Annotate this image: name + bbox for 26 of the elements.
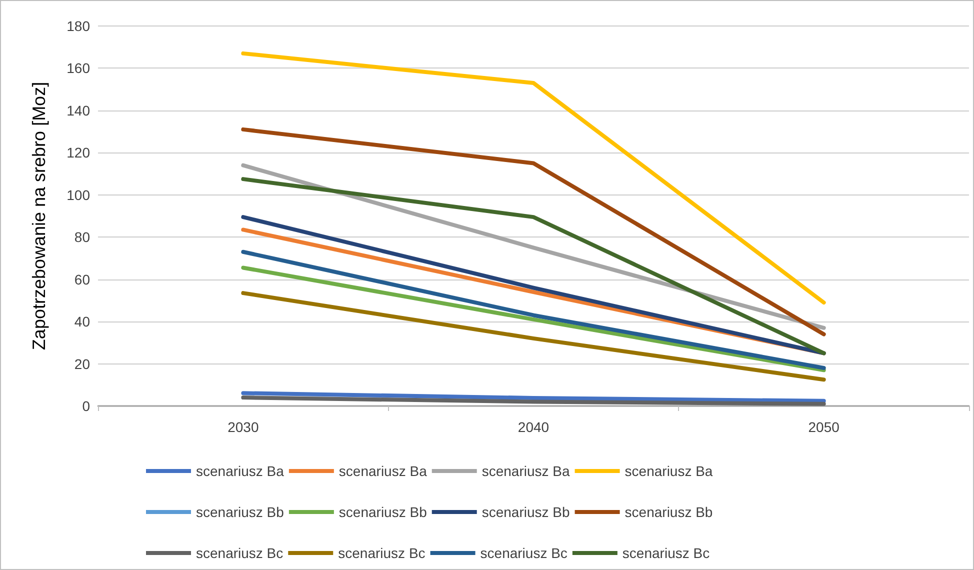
y-tick-label: 0 [82, 398, 90, 414]
legend-label: scenariusz Bb [482, 504, 570, 520]
legend-label: scenariusz Ba [196, 463, 284, 479]
y-tick-label: 140 [66, 102, 90, 118]
x-tick-label: 2040 [518, 419, 550, 435]
legend-label: scenariusz Bc [480, 545, 568, 561]
legend-label: scenariusz Bb [338, 504, 428, 520]
legend-label: scenariusz Ba [482, 463, 570, 479]
legend-label: scenariusz Bc [622, 545, 710, 561]
legend-label: scenariusz Ba [338, 463, 428, 479]
y-axis-title: Zapotrzebowanie na srebro [Moz] [29, 82, 49, 350]
legend-label: scenariusz Ba [624, 463, 713, 479]
y-tick-label: 20 [74, 356, 90, 372]
legend-label: scenariusz Bc [196, 545, 284, 561]
y-tick-label: 40 [74, 314, 90, 330]
x-tick-label: 2030 [228, 419, 259, 435]
y-tick-label: 180 [66, 18, 90, 34]
y-tick-label: 160 [66, 60, 90, 76]
legend-label: scenariusz Bb [196, 504, 284, 520]
x-tick-label: 2050 [808, 419, 840, 435]
y-tick-label: 100 [66, 186, 90, 203]
legend-label: scenariusz Bb [624, 504, 713, 520]
y-tick-label: 120 [66, 144, 90, 161]
y-tick-label: 80 [74, 229, 90, 246]
legend-label: scenariusz Bc [338, 545, 426, 561]
y-tick-label: 60 [74, 271, 90, 288]
